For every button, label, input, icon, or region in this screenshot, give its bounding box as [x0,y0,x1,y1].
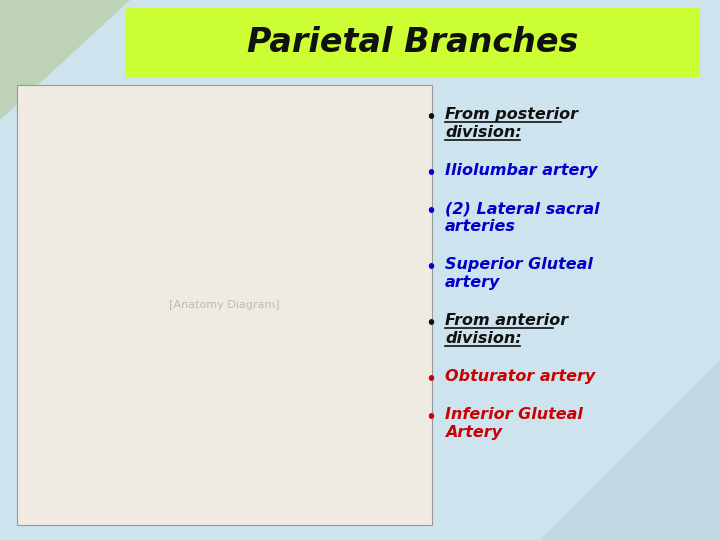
Text: arteries: arteries [445,219,516,234]
Text: Iliolumbar artery: Iliolumbar artery [445,163,598,178]
Text: •: • [426,202,436,221]
Text: division:: division: [445,125,521,140]
Polygon shape [0,0,130,120]
Text: (2) Lateral sacral: (2) Lateral sacral [445,201,600,216]
FancyBboxPatch shape [17,85,432,525]
Text: Superior Gluteal: Superior Gluteal [445,257,593,272]
Text: Artery: Artery [445,425,502,440]
Text: •: • [426,370,436,389]
Text: •: • [426,164,436,183]
Polygon shape [540,360,720,540]
Text: [Anatomy Diagram]: [Anatomy Diagram] [169,300,280,310]
Text: Inferior Gluteal: Inferior Gluteal [445,407,583,422]
FancyBboxPatch shape [125,8,700,78]
Text: Parietal Branches: Parietal Branches [247,26,578,59]
Text: •: • [426,258,436,277]
Text: division:: division: [445,331,521,346]
Text: Obturator artery: Obturator artery [445,369,595,384]
Text: From posterior: From posterior [445,107,578,122]
Text: From anterior: From anterior [445,313,568,328]
Text: •: • [426,108,436,127]
Text: •: • [426,408,436,427]
Text: artery: artery [445,275,500,290]
Text: •: • [426,314,436,333]
